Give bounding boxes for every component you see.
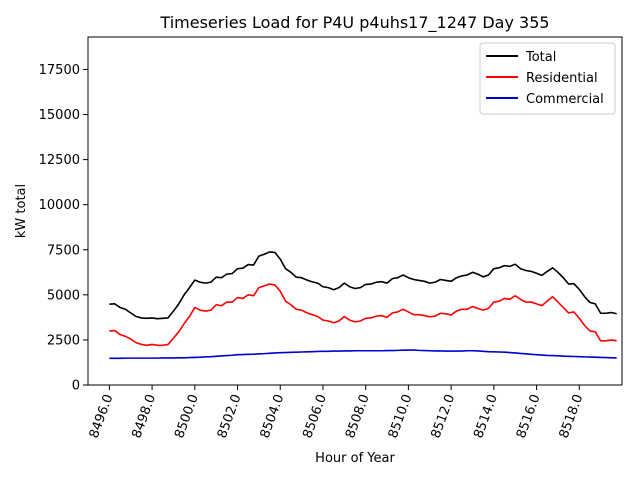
- y-tick-label: 2500: [47, 333, 80, 348]
- legend: Total Residential Commercial: [479, 42, 616, 115]
- series-line-residential: [109, 283, 617, 347]
- y-tick-label: 0: [72, 379, 80, 394]
- y-tick-label: 10000: [39, 198, 80, 213]
- series-line-commercial: [109, 349, 617, 360]
- y-tick-label: 17500: [39, 63, 80, 78]
- series-line-total: [109, 251, 617, 320]
- y-tick-label: 7500: [47, 243, 80, 258]
- legend-label-residential: Residential: [526, 71, 598, 86]
- y-axis-label: kW total: [14, 184, 29, 238]
- series-lines: [109, 251, 617, 360]
- legend-box: [479, 42, 616, 115]
- y-axis: 0 2500 5000 7500 10000 12500 15000 17500: [39, 63, 88, 394]
- y-tick-label: 5000: [47, 288, 80, 303]
- legend-label-total: Total: [525, 50, 556, 65]
- legend-label-commercial: Commercial: [526, 92, 604, 107]
- x-axis-label: Hour of Year: [315, 451, 395, 466]
- chart-title: Timeseries Load for P4U p4uhs17_1247 Day…: [159, 13, 549, 33]
- y-tick-label: 12500: [39, 153, 80, 168]
- y-tick-label: 15000: [39, 108, 80, 123]
